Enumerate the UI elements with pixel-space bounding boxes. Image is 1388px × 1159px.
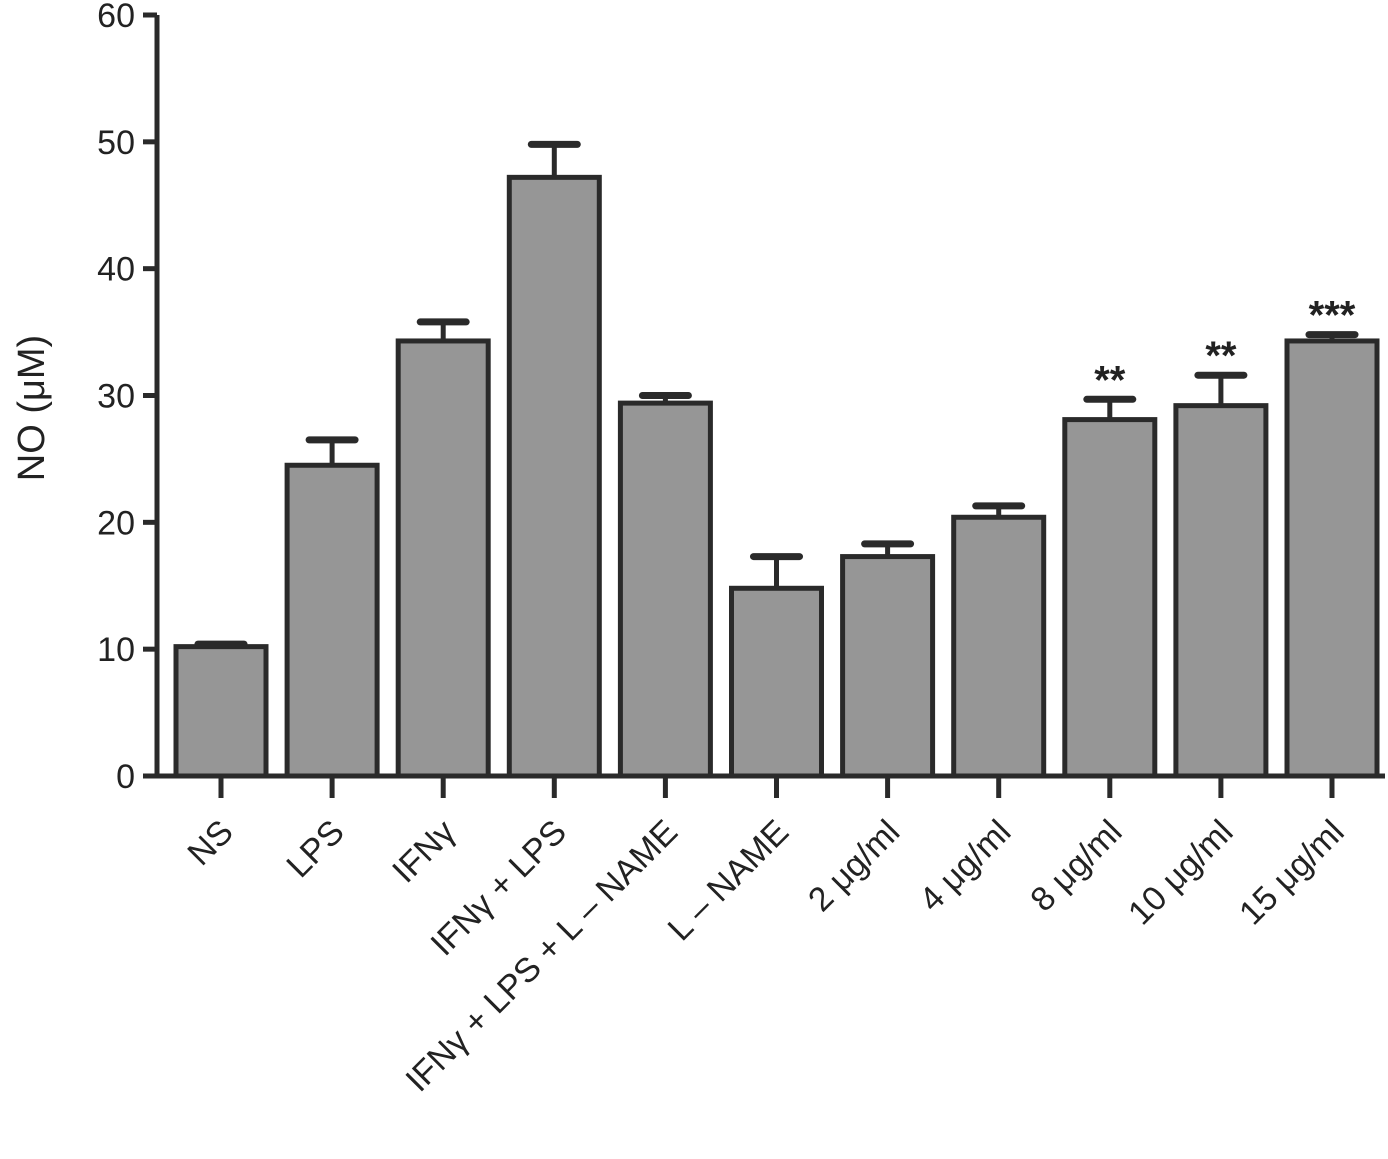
bar bbox=[951, 514, 1047, 779]
bar bbox=[840, 554, 936, 779]
significance-label: ** bbox=[1205, 334, 1237, 378]
significance-label: ** bbox=[1094, 358, 1126, 402]
bar bbox=[617, 400, 713, 779]
bar bbox=[284, 462, 380, 779]
bar bbox=[506, 174, 602, 779]
bar bbox=[395, 338, 491, 779]
bar bbox=[173, 644, 269, 779]
y-tick-label: 20 bbox=[97, 504, 135, 542]
x-tick-label: NS bbox=[180, 813, 240, 873]
x-tick-label: 15 μg/ml bbox=[1232, 813, 1352, 933]
y-tick-label: 10 bbox=[97, 631, 135, 669]
bar bbox=[1062, 417, 1158, 779]
significance-label: *** bbox=[1309, 294, 1356, 338]
y-tick-label: 30 bbox=[97, 378, 135, 416]
y-tick-label: 50 bbox=[97, 124, 135, 162]
x-tick-label: 8 μg/ml bbox=[1023, 813, 1129, 919]
bar bbox=[1284, 338, 1380, 779]
x-tick-label: LPS bbox=[279, 813, 351, 885]
y-axis-title: NO (μM) bbox=[11, 335, 53, 481]
bars-group bbox=[173, 140, 1380, 779]
y-tick-label: 0 bbox=[116, 758, 135, 796]
x-tick-label: IFNγ bbox=[385, 813, 463, 891]
x-tick-label: 2 μg/ml bbox=[801, 813, 907, 919]
bar bbox=[1173, 403, 1269, 779]
y-tick-label: 60 bbox=[97, 0, 135, 35]
x-tick-label: 10 μg/ml bbox=[1121, 813, 1241, 933]
y-tick-label: 40 bbox=[97, 251, 135, 289]
x-tick-label: L – NAME bbox=[661, 813, 797, 949]
bar bbox=[729, 585, 824, 779]
x-tick-label: 4 μg/ml bbox=[912, 813, 1018, 919]
